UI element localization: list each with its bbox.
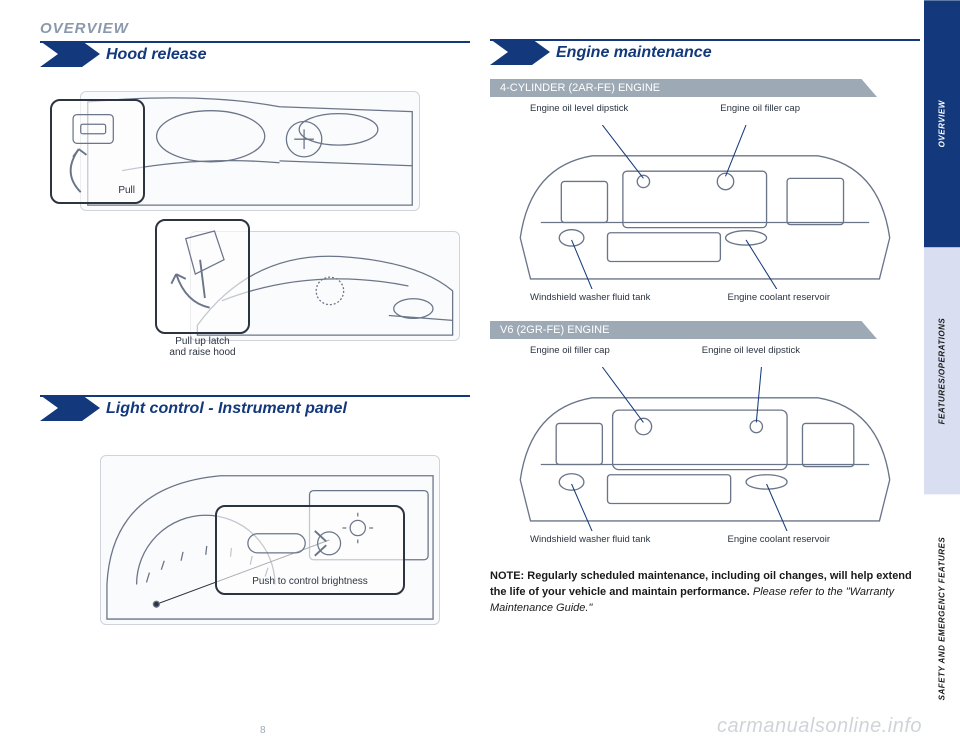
hood-release-illustration: Pull [40,81,470,361]
watermark: carmanualsonline.info [717,715,922,738]
engine1-top-right: Engine oil filler cap [720,103,800,114]
maintenance-note: NOTE: Regularly scheduled maintenance, i… [490,569,920,617]
brightness-label: Push to control brightness [252,576,368,587]
pull-lever-callout: Pull [50,99,145,204]
engine1-top-left: Engine oil level dipstick [530,103,628,114]
side-tabs: OVERVIEW FEATURES/OPERATIONS SAFETY AND … [924,0,960,742]
engine2-top-right: Engine oil level dipstick [702,345,800,356]
tab-safety[interactable]: SAFETY AND EMERGENCY FEATURES [924,495,960,742]
latch-callout: Pull up latch and raise hood [155,219,250,334]
engine2-bot-right: Engine coolant reservoir [728,534,830,545]
section-title-text: Engine maintenance [556,44,712,62]
section-hood-release-header: Hood release [40,41,470,67]
latch-label-1: Pull up latch [169,336,235,347]
engine2-diagram: Engine oil filler cap Engine oil level d… [490,345,920,545]
engine2-svg [510,367,900,531]
left-column: OVERVIEW Hood release [40,20,470,720]
engine1-bot-right: Engine coolant reservoir [728,292,830,303]
engine1-diagram: Engine oil level dipstick Engine oil fil… [490,103,920,303]
engine2-top-left: Engine oil filler cap [530,345,610,356]
right-column: Engine maintenance 4-CYLINDER (2AR-FE) E… [490,20,920,720]
arrow-shape-icon [40,395,100,421]
engine1-header: 4-CYLINDER (2AR-FE) ENGINE [490,79,877,97]
arrow-shape-icon [40,41,100,67]
section-engine-header: Engine maintenance [490,39,920,65]
section-title-text: Light control - Instrument panel [106,400,347,418]
engine1-bot-left: Windshield washer fluid tank [530,292,650,303]
engine2-bot-left: Windshield washer fluid tank [530,534,650,545]
tab-features[interactable]: FEATURES/OPERATIONS [924,247,960,494]
light-control-illustration: Push to control brightness [40,435,470,635]
latch-label-2: and raise hood [169,347,235,358]
section-light-control-header: Light control - Instrument panel [40,395,470,421]
engine2-header: V6 (2GR-FE) ENGINE [490,321,877,339]
brightness-callout: Push to control brightness [215,505,405,595]
tab-overview[interactable]: OVERVIEW [924,0,960,247]
page-header: OVERVIEW [40,20,470,37]
pull-label: Pull [118,185,135,196]
page-number: 8 [260,725,266,736]
section-title-text: Hood release [106,46,206,64]
page: OVERVIEW Hood release [40,20,920,720]
engine1-svg [510,125,900,289]
arrow-shape-icon [490,39,550,65]
